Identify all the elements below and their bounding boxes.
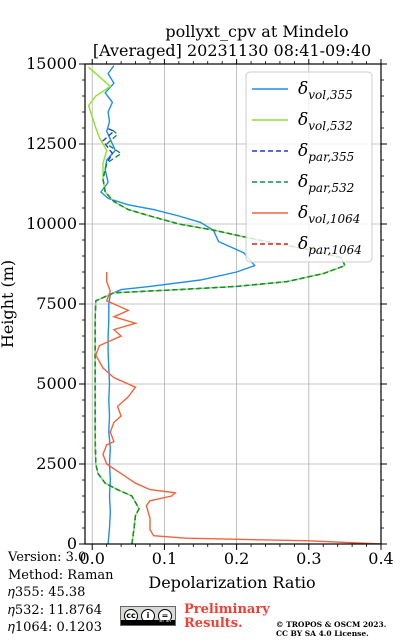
copyright-line-2: CC BY SA 4.0 License. [276, 629, 369, 638]
legend-label-sub-3: par,532 [308, 181, 354, 195]
version-text: Version: 3.0 [8, 550, 87, 565]
y-tick-label: 10000 [26, 214, 77, 233]
preliminary-line-2: Results. [184, 616, 243, 631]
preliminary-line-1: Preliminary [184, 602, 270, 617]
copyright-note: © TROPOS & OSCM 2023. CC BY SA 4.0 Licen… [276, 620, 386, 638]
y-tick-label: 15000 [26, 54, 77, 73]
y-tick-label: 2500 [36, 454, 77, 473]
ticks: 0.0 0.1 0.2 0.3 0.4 0 2500 5000 7500 10000 12500 15… [26, 54, 394, 568]
cc-label: BY SA [159, 618, 171, 623]
legend-label-sub-2: par,355 [308, 150, 354, 164]
eta1064-text: 𝜂1064: 0.1203 [8, 620, 102, 635]
eta355-text: 𝜂355: 45.38 [8, 585, 86, 600]
x-axis-label: Depolarization Ratio [148, 573, 315, 592]
chart-subtitle: [Averaged] 20231130 08:41-09:40 [93, 41, 371, 60]
x-tick-label: 0.1 [152, 549, 177, 568]
y-axis-label: Height (m) [0, 260, 17, 348]
series-line-4 [95, 272, 381, 544]
series-layer [87, 65, 381, 544]
processing-info: Version: 3.0 Method: Raman 𝜂355: 45.38 𝜂… [8, 549, 114, 637]
legend: δvol,355δvol,532δpar,355δpar,532δvol,106… [245, 71, 373, 263]
series-line-0 [99, 65, 256, 544]
y-tick-label: 0 [67, 534, 77, 553]
copyright-line-1: © TROPOS & OSCM 2023. [276, 620, 387, 629]
y-tick-label: 5000 [36, 374, 77, 393]
x-tick-label: 0.4 [368, 549, 393, 568]
chart-title: pollyxt_cpv at Mindelo [165, 22, 348, 41]
x-tick-label: 0.2 [224, 549, 249, 568]
x-tick-label: 0.3 [296, 549, 321, 568]
eta532-text: 𝜂532: 11.8764 [8, 602, 102, 618]
y-tick-label: 7500 [36, 294, 77, 313]
x-tick-label: 0.0 [79, 549, 104, 568]
legend-label-sub-4: vol,1064 [308, 212, 360, 226]
y-tick-label: 12500 [26, 134, 77, 153]
method-text: Method: Raman [8, 567, 114, 583]
legend-label-sub-5: par,1064 [308, 243, 362, 257]
legend-label-sub-1: vol,532 [308, 119, 353, 133]
legend-label-sub-0: vol,355 [308, 88, 353, 102]
preliminary-note: Preliminary Results. [184, 603, 270, 631]
series-line-3 [94, 127, 346, 544]
cc-label-bar: BY SA [121, 618, 175, 625]
cc-license-badge: cc i = BY SA [120, 606, 176, 626]
